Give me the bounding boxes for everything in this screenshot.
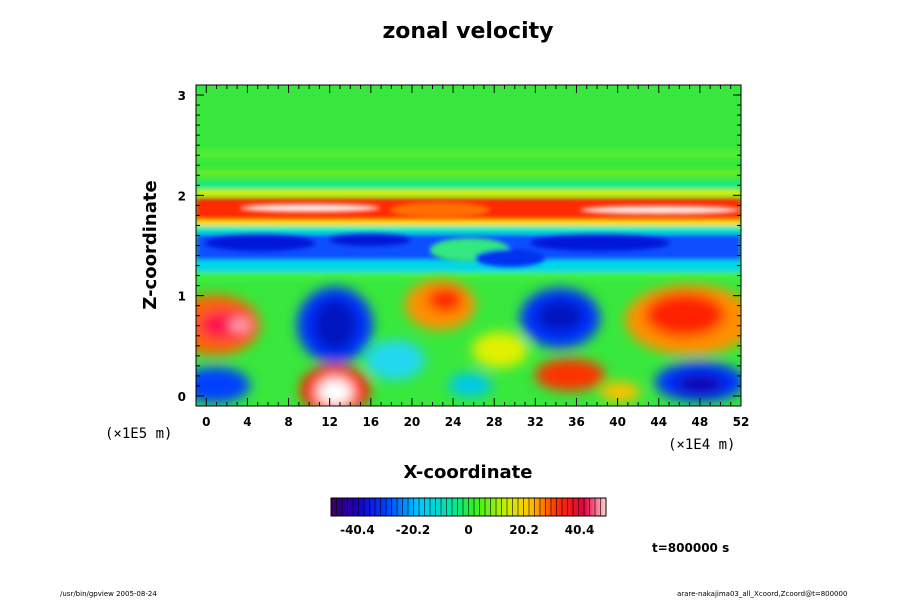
blue-core-1 xyxy=(205,235,315,251)
eddy-yellow xyxy=(472,332,528,368)
eddy-cyan-2 xyxy=(448,373,492,397)
eddy-red-2-core xyxy=(427,288,463,312)
x-tick-label: 12 xyxy=(321,415,338,429)
x-tick-label: 32 xyxy=(527,415,544,429)
chart-title: zonal velocity xyxy=(383,19,554,44)
eddy-blue-4-core xyxy=(675,374,725,394)
band-green xyxy=(196,272,741,280)
heatmap-field xyxy=(196,85,741,406)
x-axis-label: X-coordinate xyxy=(404,462,533,483)
jet-core-left xyxy=(240,204,380,212)
footer-left: /usr/bin/gpview 2005-08-24 xyxy=(60,590,157,598)
colorbar-tick-label: -20.2 xyxy=(396,523,431,537)
y-tick-label: 0 xyxy=(178,390,186,404)
eddy-blue-2-core xyxy=(536,300,584,332)
eddy-blue-1-core xyxy=(313,299,357,351)
colorbar-ticks: -40.4 -20.2 0 20.2 40.4 xyxy=(336,498,601,537)
blue-core-3 xyxy=(530,235,670,251)
band-cyan-3 xyxy=(196,260,741,272)
y-tick-label: 1 xyxy=(178,290,186,304)
x-tick-label: 48 xyxy=(692,415,709,429)
eddy-red-left-peak xyxy=(230,320,250,330)
eddy-red-3-core xyxy=(645,293,725,337)
x-tick-label: 8 xyxy=(284,415,292,429)
band-yellow-bottom xyxy=(196,220,741,226)
x-scale-label: (×1E4 m) xyxy=(668,437,735,453)
x-tick-label: 0 xyxy=(202,415,210,429)
jet-core-right xyxy=(580,206,740,214)
x-tick-label: 24 xyxy=(445,415,462,429)
y-axis: 0 1 2 3 xyxy=(178,84,741,407)
x-tick-label: 4 xyxy=(243,415,251,429)
lower-eddies xyxy=(196,280,741,406)
eddy-white-peak xyxy=(317,378,353,406)
blue-core-4 xyxy=(475,249,545,267)
colorbar-tick-label: -40.4 xyxy=(340,523,375,537)
jet-details xyxy=(205,202,740,267)
x-tick-label: 52 xyxy=(733,415,750,429)
colorbar-tick-label: 40.4 xyxy=(565,523,595,537)
x-tick-label: 20 xyxy=(404,415,421,429)
y-tick-label: 3 xyxy=(178,89,186,103)
y-scale-label: (×1E5 m) xyxy=(105,426,172,442)
x-tick-label: 44 xyxy=(650,415,667,429)
eddy-red-4 xyxy=(535,359,605,391)
x-tick-label: 40 xyxy=(609,415,626,429)
footer-right: arare-nakajima03_all_Xcoord,Zcoord@t=800… xyxy=(677,590,847,598)
x-tick-label: 16 xyxy=(362,415,379,429)
y-tick-label: 2 xyxy=(178,189,186,203)
eddy-cyan xyxy=(365,340,425,380)
band-cyan-2 xyxy=(196,226,741,234)
eddy-red-left-core xyxy=(199,311,251,339)
x-tick-label: 28 xyxy=(486,415,503,429)
eddy-yellow-2 xyxy=(600,382,640,402)
band-cyan-1 xyxy=(196,182,741,188)
blue-core-2 xyxy=(330,234,410,246)
x-tick-label: 36 xyxy=(568,415,585,429)
colorbar-tick-label: 0 xyxy=(464,523,472,537)
time-label: t=800000 s xyxy=(652,541,729,555)
y-axis-label: Z-coordinate xyxy=(140,180,161,309)
band-yellow-top xyxy=(196,190,741,196)
x-axis: 0 4 8 12 16 20 24 28 32 36 40 44 48 52 xyxy=(195,85,750,429)
band-light-2 xyxy=(196,170,741,176)
colorbar-tick-label: 20.2 xyxy=(509,523,539,537)
band-light-1 xyxy=(196,150,741,158)
eddy-blue-3 xyxy=(196,367,250,403)
jet-weak-middle xyxy=(390,202,490,218)
